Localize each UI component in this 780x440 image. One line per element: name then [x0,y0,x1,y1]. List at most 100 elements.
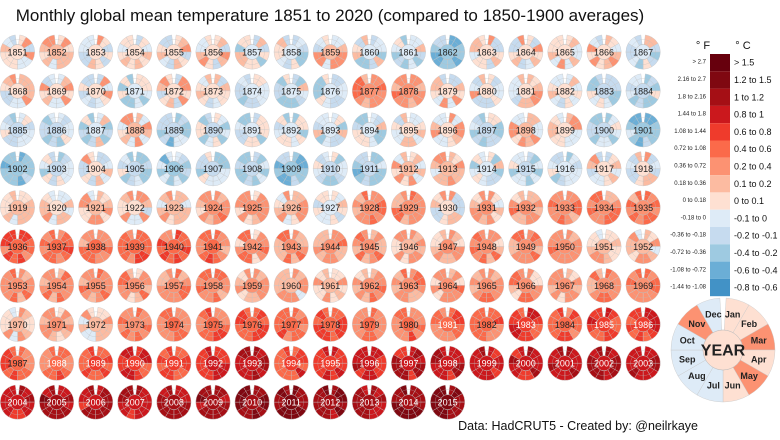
year-ring-1909: 1909 [273,151,309,187]
ring-divider [630,194,656,221]
year-average-center [166,199,182,216]
year-average-center [361,160,378,177]
year-label: 1901 [633,125,653,135]
year-average-center [478,199,495,216]
year-ring-1871: 1871 [117,73,153,109]
year-label: 1953 [7,281,27,291]
year-ring-1878: 1878 [391,73,426,109]
year-label: 1944 [320,242,340,252]
year-ring-1887: 1887 [78,112,114,148]
year-label: 1914 [477,164,497,174]
year-average-center [400,83,417,99]
ring-divider [4,194,31,221]
year-ring-1968: 1968 [586,268,622,303]
year-label: 1909 [281,164,301,174]
year-ring-1961: 1961 [312,268,348,303]
year-ring-1889: 1889 [156,112,192,148]
year-ring-1858: 1858 [273,34,309,70]
year-label: 1983 [516,320,536,330]
year-ring-1916: 1916 [547,151,583,187]
ring-divider [239,117,265,143]
year-label: 1971 [47,320,67,330]
year-ring-1915: 1915 [508,151,544,187]
year-ring-1947: 1947 [430,229,466,264]
chart-title: Monthly global mean temperature 1851 to … [15,6,645,25]
year-ring-1885: 1885 [0,112,35,148]
ring-divider [356,155,383,182]
ring-divider [552,117,578,143]
year-label: 2002 [594,359,614,369]
year-average-center [48,238,65,255]
year-average-center [87,199,104,216]
year-ring-2002: 2002 [586,345,622,381]
year-label: 1862 [438,48,458,58]
year-label: 1855 [164,48,184,58]
year-label: 1907 [203,164,223,174]
year-average-center [9,199,26,216]
ring-divider [239,155,265,182]
ring-divider [278,194,304,221]
year-average-center [9,44,26,60]
ring-divider [552,194,578,221]
year-average-center [9,238,26,255]
year-label: 1990 [125,359,145,369]
year-average-center [557,83,573,99]
year-label: 1884 [633,86,653,96]
legend-label-fahrenheit: 2.16 to 2.7 [678,77,707,83]
ring-divider [552,155,578,182]
legend-label-fahrenheit: 0.18 to 0.36 [674,181,706,187]
year-average-center [244,238,260,255]
year-ring-2009: 2009 [195,384,231,420]
legend-header-celsius: ° C [735,40,750,52]
year-label: 1889 [164,125,184,135]
year-label: 1918 [633,164,653,174]
year-ring-1987: 1987 [0,345,35,381]
legend-swatch [710,123,730,141]
year-ring-1851: 1851 [0,34,35,70]
year-label: 1878 [398,86,418,96]
ring-divider [356,117,383,143]
ring-divider [82,39,109,65]
year-ring-1890: 1890 [195,112,231,148]
year-label: 1877 [359,86,379,96]
year-label: 1899 [555,125,575,135]
year-ring-1898: 1898 [508,112,544,148]
ring-divider [122,39,148,65]
year-label: 1962 [359,281,379,291]
year-ring-2001: 2001 [547,345,583,381]
year-label: 1886 [47,125,67,135]
year-label: 1854 [125,48,145,58]
year-ring-1861: 1861 [391,34,426,70]
ring-divider [591,194,617,221]
year-average-center [478,160,495,177]
ring-divider [356,78,383,104]
ring-divider [278,233,304,260]
year-ring-1935: 1935 [625,190,661,226]
year-ring-2003: 2003 [625,345,661,381]
year-ring-1941: 1941 [195,229,231,264]
year-ring-1950: 1950 [547,229,583,264]
year-average-center [244,160,260,177]
key-month-label: Feb [741,319,758,329]
year-ring-1981: 1981 [430,307,466,342]
year-average-center [322,160,339,177]
year-ring-1857: 1857 [234,34,270,70]
year-ring-1897: 1897 [469,112,505,148]
year-label: 1945 [359,242,379,252]
year-ring-1866: 1866 [586,34,622,70]
year-ring-1899: 1899 [547,112,583,148]
year-label: 2010 [242,398,262,408]
year-ring-1980: 1980 [391,307,426,342]
year-ring-1983: 1983 [508,307,544,342]
ring-divider [474,78,500,104]
year-label: 1928 [359,203,379,213]
year-label: 2001 [555,359,575,369]
year-ring-2000: 2000 [508,345,544,381]
year-average-center [283,238,299,255]
year-ring-1894: 1894 [351,112,387,148]
ring-divider [239,233,265,260]
ring-divider [474,39,500,65]
ring-divider [395,155,422,182]
ring-divider [356,233,383,260]
year-ring-1860: 1860 [351,34,387,70]
